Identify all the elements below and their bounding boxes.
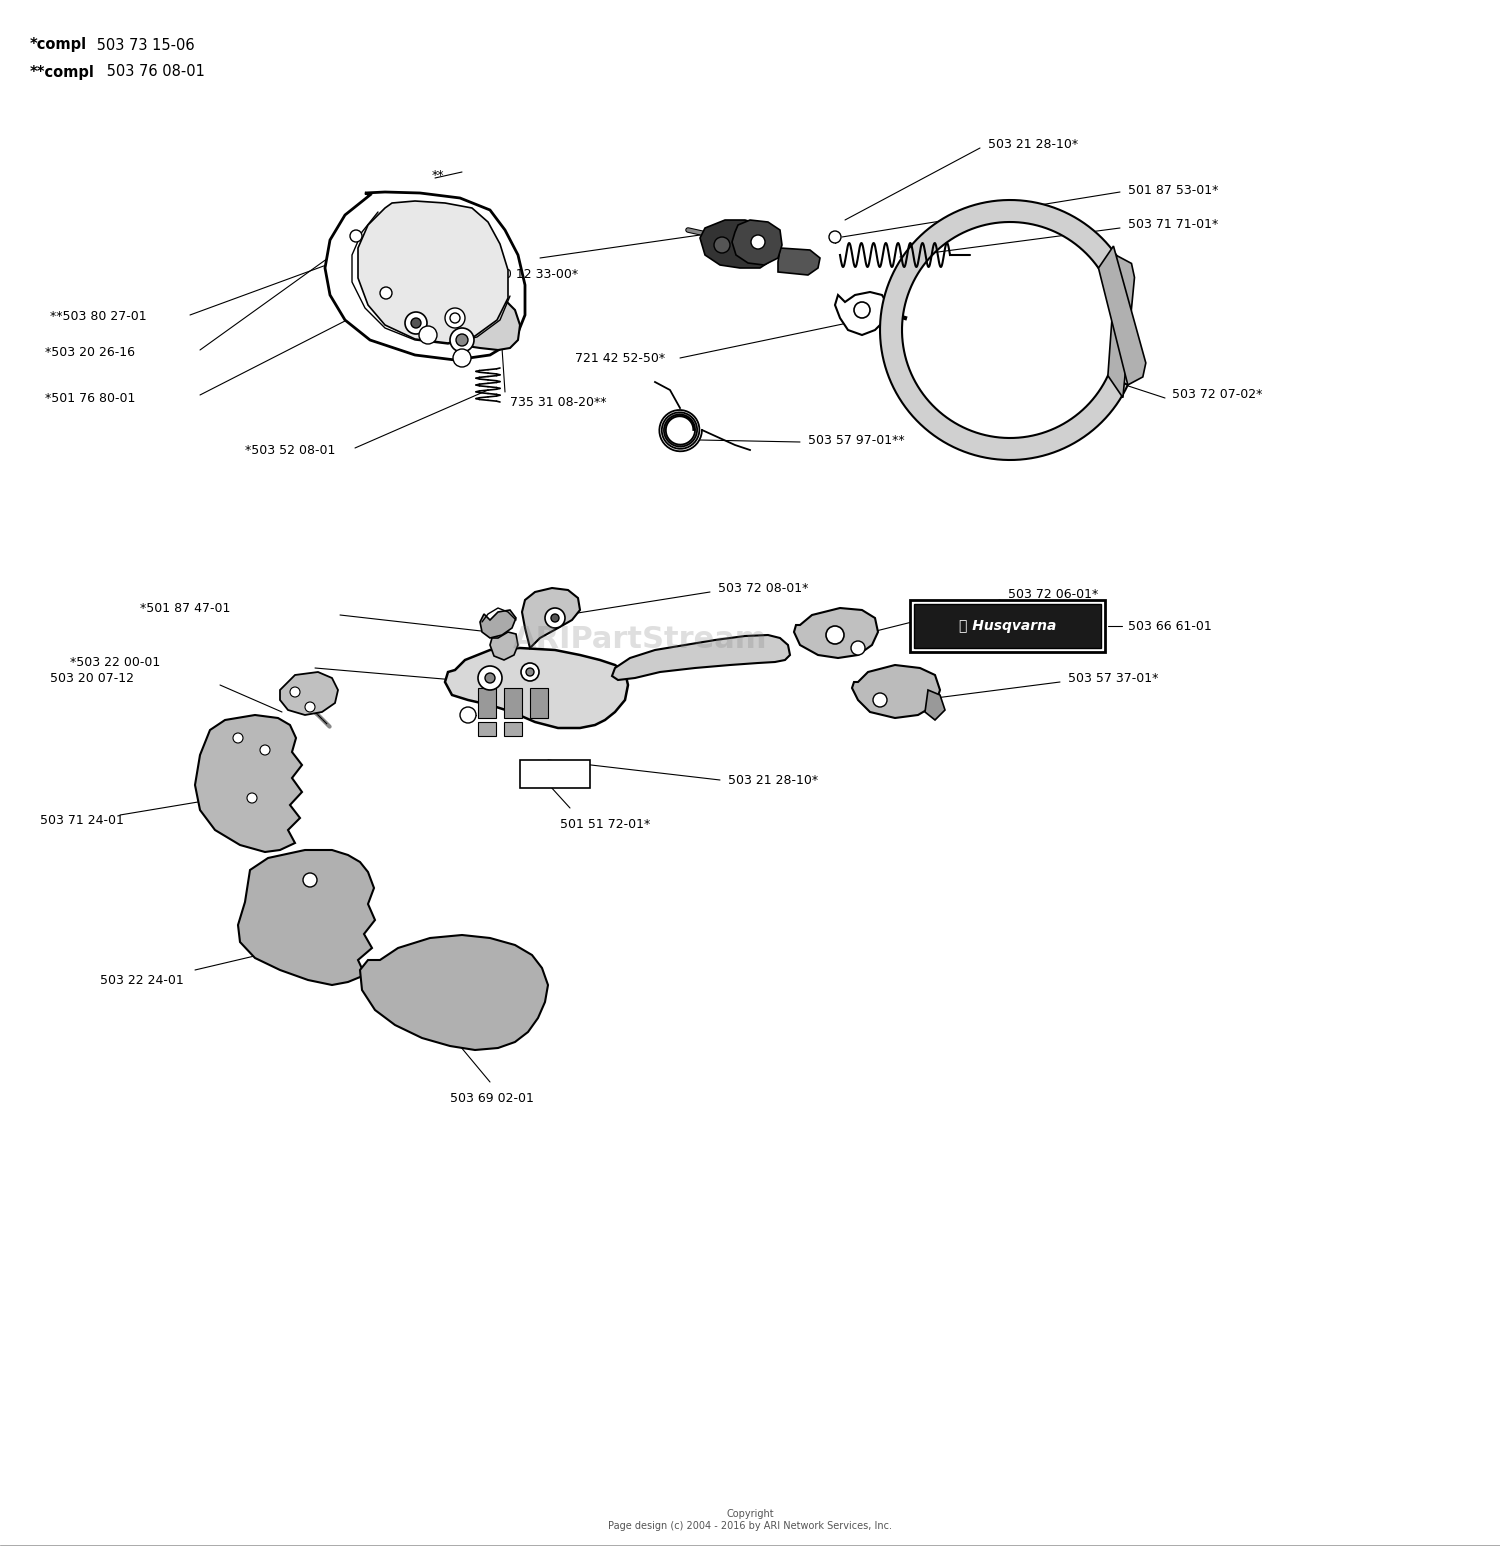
Text: 503 72 06-01*: 503 72 06-01* xyxy=(1008,589,1098,601)
Polygon shape xyxy=(280,671,338,715)
Circle shape xyxy=(411,319,422,328)
Circle shape xyxy=(827,626,844,643)
Circle shape xyxy=(450,312,460,323)
Circle shape xyxy=(544,608,566,628)
Bar xyxy=(520,760,590,788)
Text: 501 87 53-01*: 501 87 53-01* xyxy=(1128,183,1218,196)
Text: 503 66 61-01: 503 66 61-01 xyxy=(1128,620,1212,632)
Text: 503 20 07-12: 503 20 07-12 xyxy=(50,671,134,684)
Circle shape xyxy=(446,308,465,328)
Circle shape xyxy=(714,238,730,253)
Circle shape xyxy=(752,235,765,249)
Circle shape xyxy=(350,230,361,242)
Polygon shape xyxy=(490,632,517,660)
Polygon shape xyxy=(732,221,782,266)
Circle shape xyxy=(304,702,315,712)
Polygon shape xyxy=(700,221,776,267)
Polygon shape xyxy=(480,611,516,639)
Text: *compl: *compl xyxy=(30,37,87,53)
Text: Copyright
Page design (c) 2004 - 2016 by ARI Network Services, Inc.: Copyright Page design (c) 2004 - 2016 by… xyxy=(608,1509,892,1531)
Bar xyxy=(478,723,496,737)
Circle shape xyxy=(248,793,256,803)
Text: 503 22 24-01: 503 22 24-01 xyxy=(100,973,183,987)
Polygon shape xyxy=(326,193,525,361)
Text: **compl: **compl xyxy=(30,65,94,79)
Polygon shape xyxy=(778,249,820,275)
Text: 503 21 28-10*: 503 21 28-10* xyxy=(988,138,1078,151)
Polygon shape xyxy=(926,690,945,720)
Text: 720 12 33-00*: 720 12 33-00* xyxy=(488,269,578,281)
Bar xyxy=(910,600,1106,653)
Text: **503 80 27-01: **503 80 27-01 xyxy=(50,311,147,323)
Circle shape xyxy=(526,668,534,676)
Text: 503 69 02-01: 503 69 02-01 xyxy=(450,1091,534,1105)
Text: *503 52 08-01: *503 52 08-01 xyxy=(244,443,336,457)
Circle shape xyxy=(830,232,842,242)
Text: 503 76 08-01: 503 76 08-01 xyxy=(102,65,206,79)
Circle shape xyxy=(484,673,495,684)
Circle shape xyxy=(853,301,870,319)
Polygon shape xyxy=(522,587,580,648)
Polygon shape xyxy=(794,608,877,657)
Circle shape xyxy=(850,640,865,654)
Circle shape xyxy=(290,687,300,698)
Bar xyxy=(504,688,522,718)
Polygon shape xyxy=(612,636,791,681)
Polygon shape xyxy=(1098,246,1146,385)
Circle shape xyxy=(303,873,316,887)
Text: 503 72 08-01*: 503 72 08-01* xyxy=(718,581,809,595)
Text: *501 87 47-01: *501 87 47-01 xyxy=(140,601,231,614)
Text: *503 22 00-01: *503 22 00-01 xyxy=(70,656,160,668)
Text: 503 71 71-01*: 503 71 71-01* xyxy=(1128,219,1218,232)
Text: *501 76 80-01: *501 76 80-01 xyxy=(45,392,135,404)
Circle shape xyxy=(460,707,476,723)
Text: 503 57 37-01*: 503 57 37-01* xyxy=(1068,671,1158,684)
Polygon shape xyxy=(852,665,940,718)
Bar xyxy=(530,688,548,718)
Circle shape xyxy=(456,334,468,347)
Circle shape xyxy=(380,287,392,298)
Polygon shape xyxy=(358,200,509,343)
Polygon shape xyxy=(1108,255,1134,398)
Circle shape xyxy=(453,350,471,367)
Bar xyxy=(478,688,496,718)
Text: 721 42 52-50*: 721 42 52-50* xyxy=(574,351,664,365)
Circle shape xyxy=(260,744,270,755)
Text: 501 51 72-01*: 501 51 72-01* xyxy=(560,819,651,831)
Bar xyxy=(914,605,1101,648)
Text: 503 21 28-10*: 503 21 28-10* xyxy=(728,774,818,786)
Text: 735 31 08-20**: 735 31 08-20** xyxy=(510,396,606,409)
Circle shape xyxy=(550,614,560,622)
Circle shape xyxy=(478,667,502,690)
Circle shape xyxy=(405,312,427,334)
Text: ARIPartStream: ARIPartStream xyxy=(513,626,766,654)
Circle shape xyxy=(520,664,538,681)
Text: 503 73 15-06: 503 73 15-06 xyxy=(92,37,195,53)
Text: *503 20 26-16: *503 20 26-16 xyxy=(45,345,135,359)
Text: Ⓞ Husqvarna: Ⓞ Husqvarna xyxy=(958,618,1056,632)
Text: 503 72 07-02*: 503 72 07-02* xyxy=(1172,388,1263,401)
Polygon shape xyxy=(195,715,302,852)
Text: **: ** xyxy=(432,168,444,182)
Circle shape xyxy=(419,326,436,343)
Text: 503 57 97-01**: 503 57 97-01** xyxy=(808,434,904,446)
Polygon shape xyxy=(238,850,375,985)
Circle shape xyxy=(450,328,474,353)
Circle shape xyxy=(873,693,886,707)
Bar xyxy=(504,723,522,737)
Polygon shape xyxy=(410,278,504,347)
Polygon shape xyxy=(836,292,888,336)
Circle shape xyxy=(232,733,243,743)
Polygon shape xyxy=(446,648,628,727)
Polygon shape xyxy=(880,200,1128,460)
Text: 503 71 24-01: 503 71 24-01 xyxy=(40,813,125,827)
Polygon shape xyxy=(360,936,548,1051)
Polygon shape xyxy=(413,295,520,350)
